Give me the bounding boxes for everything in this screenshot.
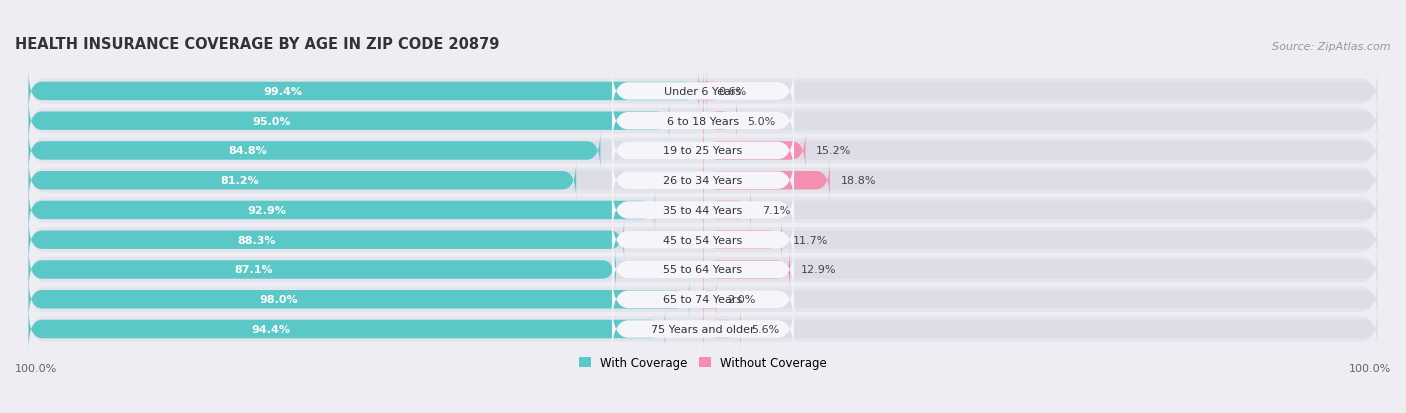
FancyBboxPatch shape	[612, 243, 794, 297]
FancyBboxPatch shape	[28, 309, 1378, 350]
FancyBboxPatch shape	[28, 279, 1378, 320]
FancyBboxPatch shape	[28, 71, 1378, 112]
Text: 75 Years and older: 75 Years and older	[651, 324, 755, 334]
Text: HEALTH INSURANCE COVERAGE BY AGE IN ZIP CODE 20879: HEALTH INSURANCE COVERAGE BY AGE IN ZIP …	[15, 37, 499, 52]
FancyBboxPatch shape	[28, 220, 624, 261]
FancyBboxPatch shape	[693, 71, 717, 112]
FancyBboxPatch shape	[28, 217, 1378, 263]
FancyBboxPatch shape	[612, 273, 794, 326]
Text: 81.2%: 81.2%	[221, 176, 259, 186]
Text: 12.9%: 12.9%	[801, 265, 837, 275]
Text: 5.0%: 5.0%	[748, 116, 776, 126]
FancyBboxPatch shape	[28, 277, 1378, 323]
Text: Under 6 Years: Under 6 Years	[665, 87, 741, 97]
FancyBboxPatch shape	[28, 249, 1378, 290]
Text: 19 to 25 Years: 19 to 25 Years	[664, 146, 742, 156]
Text: 5.6%: 5.6%	[752, 324, 780, 334]
FancyBboxPatch shape	[612, 184, 794, 237]
FancyBboxPatch shape	[612, 213, 794, 267]
FancyBboxPatch shape	[28, 101, 669, 142]
Text: 84.8%: 84.8%	[229, 146, 267, 156]
FancyBboxPatch shape	[703, 160, 830, 201]
FancyBboxPatch shape	[28, 131, 600, 171]
FancyBboxPatch shape	[28, 160, 1378, 201]
Text: 0.6%: 0.6%	[718, 87, 747, 97]
Text: 65 to 74 Years: 65 to 74 Years	[664, 294, 742, 304]
Text: 35 to 44 Years: 35 to 44 Years	[664, 206, 742, 216]
Text: 100.0%: 100.0%	[15, 363, 58, 373]
Text: 98.0%: 98.0%	[260, 294, 298, 304]
Text: 87.1%: 87.1%	[235, 265, 273, 275]
FancyBboxPatch shape	[28, 247, 1378, 293]
FancyBboxPatch shape	[28, 131, 1378, 171]
Text: 88.3%: 88.3%	[238, 235, 276, 245]
FancyBboxPatch shape	[28, 69, 1378, 115]
FancyBboxPatch shape	[703, 101, 737, 142]
FancyBboxPatch shape	[703, 190, 751, 231]
Text: 92.9%: 92.9%	[247, 206, 287, 216]
Text: 45 to 54 Years: 45 to 54 Years	[664, 235, 742, 245]
FancyBboxPatch shape	[612, 65, 794, 119]
FancyBboxPatch shape	[28, 220, 1378, 261]
Text: 26 to 34 Years: 26 to 34 Years	[664, 176, 742, 186]
Text: 18.8%: 18.8%	[841, 176, 876, 186]
FancyBboxPatch shape	[612, 154, 794, 208]
Text: 15.2%: 15.2%	[817, 146, 852, 156]
FancyBboxPatch shape	[703, 131, 806, 171]
FancyBboxPatch shape	[703, 309, 741, 350]
FancyBboxPatch shape	[28, 190, 1378, 231]
Text: 94.4%: 94.4%	[252, 324, 291, 334]
FancyBboxPatch shape	[612, 124, 794, 178]
FancyBboxPatch shape	[28, 128, 1378, 174]
FancyBboxPatch shape	[703, 220, 782, 261]
Text: 11.7%: 11.7%	[793, 235, 828, 245]
Text: 100.0%: 100.0%	[1348, 363, 1391, 373]
FancyBboxPatch shape	[28, 158, 1378, 204]
Text: 6 to 18 Years: 6 to 18 Years	[666, 116, 740, 126]
Text: 99.4%: 99.4%	[263, 87, 302, 97]
Text: 55 to 64 Years: 55 to 64 Years	[664, 265, 742, 275]
FancyBboxPatch shape	[28, 160, 576, 201]
FancyBboxPatch shape	[28, 249, 616, 290]
FancyBboxPatch shape	[703, 249, 790, 290]
Legend: With Coverage, Without Coverage: With Coverage, Without Coverage	[574, 352, 832, 374]
Text: 7.1%: 7.1%	[762, 206, 790, 216]
FancyBboxPatch shape	[28, 190, 655, 231]
FancyBboxPatch shape	[612, 302, 794, 356]
Text: 2.0%: 2.0%	[727, 294, 755, 304]
FancyBboxPatch shape	[612, 95, 794, 148]
Text: Source: ZipAtlas.com: Source: ZipAtlas.com	[1272, 42, 1391, 52]
FancyBboxPatch shape	[28, 309, 665, 350]
FancyBboxPatch shape	[703, 279, 717, 320]
FancyBboxPatch shape	[28, 188, 1378, 233]
Text: 95.0%: 95.0%	[253, 116, 291, 126]
FancyBboxPatch shape	[28, 279, 689, 320]
FancyBboxPatch shape	[28, 306, 1378, 352]
FancyBboxPatch shape	[28, 98, 1378, 145]
FancyBboxPatch shape	[28, 101, 1378, 142]
FancyBboxPatch shape	[28, 71, 699, 112]
